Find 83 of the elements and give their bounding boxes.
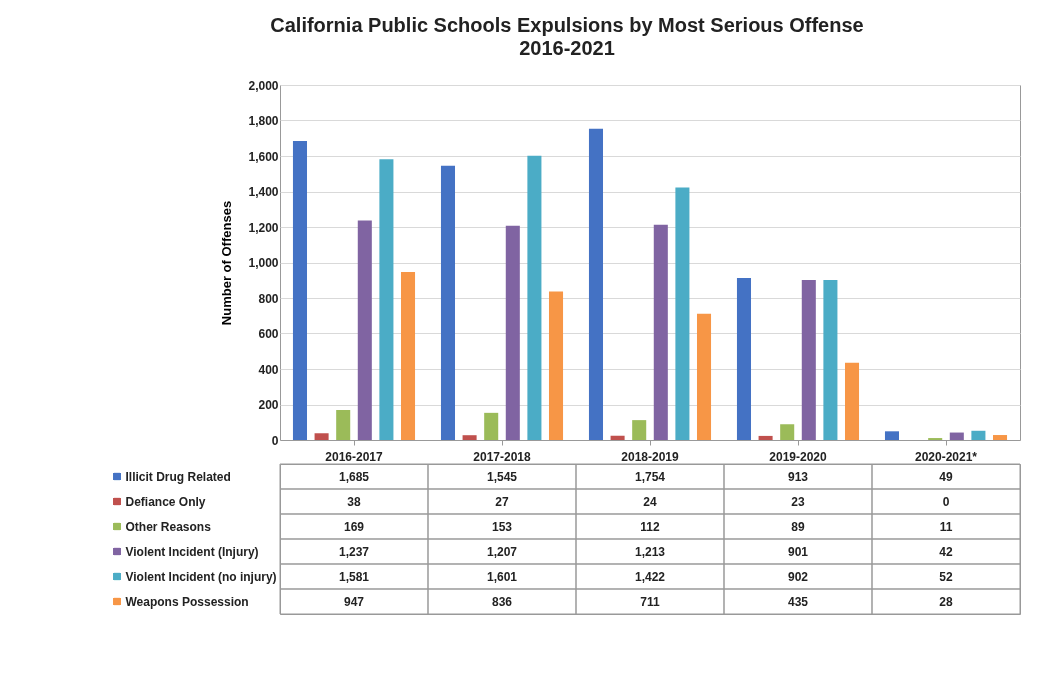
y-tick-label: 400 [258,362,279,377]
legend-label: Other Reasons [125,519,212,534]
data-label: 1,207 [486,544,518,559]
data-label: 435 [787,594,809,609]
bar [949,432,964,440]
bar [632,420,647,440]
bar [801,280,816,440]
data-label: 902 [787,569,809,584]
bar [844,362,860,440]
y-tick-label: 800 [258,291,279,306]
data-label: 49 [939,469,953,484]
bar [527,155,542,440]
x-tick-label: 2017-2018 [473,449,532,464]
bar [758,435,773,440]
bar [610,435,625,440]
data-label: 901 [787,544,809,559]
bar [292,140,308,440]
bar [992,435,1008,440]
bar [484,412,499,440]
bar [314,433,329,440]
data-label: 27 [495,494,509,509]
data-label: 1,545 [486,469,518,484]
bar [400,271,416,440]
legend-label: Violent Incident (no injury) [125,569,277,584]
y-tick-label: 0 [271,433,279,448]
x-tick-label: 2020-2021* [914,449,978,464]
x-tick-label: 2016-2017 [325,449,384,464]
data-label: 112 [640,519,661,534]
y-tick-label: 1,400 [248,185,279,199]
legend-label: Violent Incident (Injury) [125,544,259,559]
data-label: 42 [939,544,953,559]
legend-label: Illicit Drug Related [125,469,231,484]
data-label: 836 [491,594,513,609]
data-label: 913 [787,469,809,484]
bar [884,431,900,440]
data-label: 153 [491,519,513,534]
bar [505,225,520,440]
data-label: 52 [939,569,953,584]
x-tick-label: 2019-2020 [769,449,828,464]
bar [588,128,604,440]
bar [971,430,986,440]
bar [653,224,668,440]
data-label: 1,754 [634,469,666,484]
y-tick-label: 1,600 [248,149,279,164]
data-label: 1,581 [338,569,370,584]
data-label: 169 [343,519,365,534]
data-label: 1,237 [338,544,370,559]
y-axis-title: Number of Offenses [219,200,235,326]
data-label: 1,601 [486,569,518,584]
bar [736,277,752,440]
data-label: 1,685 [338,469,370,484]
bar [675,187,690,440]
data-label: 0 [942,494,950,509]
data-label: 28 [939,594,953,609]
bar [696,313,712,440]
y-tick-label: 200 [258,398,279,412]
y-tick-label: 600 [258,327,279,341]
data-label: 38 [347,494,361,509]
data-label: 24 [643,494,657,509]
legend-label: Defiance Only [125,494,206,509]
y-tick-label: 1,200 [248,220,279,235]
chart-subtitle: 2016-2021 [519,36,615,59]
data-label: 11 [939,519,953,534]
data-label: 711 [640,594,661,609]
bar [440,165,456,440]
y-tick-label: 1,800 [248,114,279,128]
bar [336,410,351,440]
data-label: 23 [791,494,805,509]
bar [462,435,477,440]
bar [548,291,564,440]
legend-label: Weapons Possession [125,594,249,609]
y-tick-label: 2,000 [248,78,279,93]
bar [357,220,372,440]
bar [823,279,838,440]
bar [780,424,795,440]
data-label: 947 [343,594,365,609]
chart-title: California Public Schools Expulsions by Most Serious Offense [270,13,864,36]
x-tick-label: 2018-2019 [621,449,680,464]
data-label: 1,422 [634,569,666,584]
bar [379,159,394,440]
data-label: 1,213 [634,544,666,559]
y-tick-label: 1,000 [248,256,279,270]
data-label: 89 [791,519,805,534]
